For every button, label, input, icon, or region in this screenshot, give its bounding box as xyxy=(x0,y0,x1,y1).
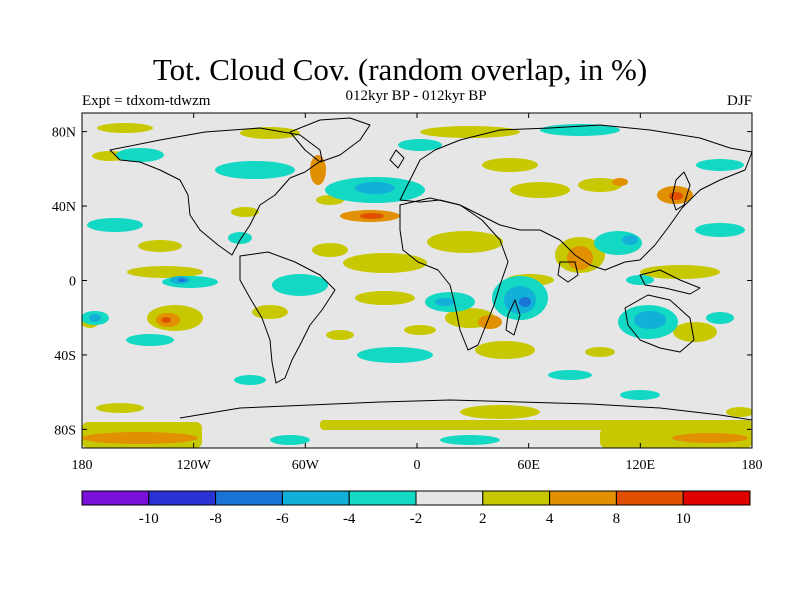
colorbar: -10 -8 -6 -4 -2 2 4 8 10 xyxy=(81,490,751,527)
colorbar-swatch xyxy=(215,490,283,506)
colorbar-swatch xyxy=(549,490,617,506)
lat-tick-label: 80N xyxy=(52,126,76,141)
colorbar-swatch xyxy=(615,490,684,506)
colorbar-label: 2 xyxy=(479,511,487,527)
lon-tick-label: 180 xyxy=(742,458,763,473)
colorbar-label: 4 xyxy=(546,511,554,527)
colorbar-label: -8 xyxy=(209,511,222,527)
plot-title: Tot. Cloud Cov. (random overlap, in %) xyxy=(152,52,648,87)
colorbar-swatch xyxy=(81,490,150,506)
colorbar-label: 8 xyxy=(613,511,621,527)
anomaly-field xyxy=(82,117,752,448)
lat-tick-label: 80S xyxy=(54,423,76,438)
lon-tick-label: 180 xyxy=(72,458,93,473)
colorbar-swatch xyxy=(415,490,484,506)
colorbar-swatch xyxy=(148,490,217,506)
lat-tick-label: 40N xyxy=(52,200,76,215)
lat-tick-label: 40S xyxy=(54,349,76,364)
plot-subtitle: 012kyr BP - 012kyr BP xyxy=(345,88,487,104)
lon-tick-label: 0 xyxy=(414,458,421,473)
lon-tick-label: 120E xyxy=(626,458,656,473)
colorbar-label: -10 xyxy=(139,511,159,527)
colorbar-swatch xyxy=(348,490,417,506)
colorbar-label: -4 xyxy=(343,511,356,527)
colorbar-swatch xyxy=(281,490,350,506)
lon-tick-label: 60E xyxy=(517,458,540,473)
experiment-label: Expt = tdxom-tdwzm xyxy=(82,93,211,109)
lon-tick-label: 120W xyxy=(177,458,212,473)
axis-ticks: 80N 40N 0 40S 80S 180 120W 60W 0 60E 120E 180 xyxy=(52,113,763,473)
colorbar-label: 10 xyxy=(676,511,691,527)
season-label: DJF xyxy=(726,93,752,109)
coastlines xyxy=(109,117,752,421)
lon-tick-label: 60W xyxy=(292,458,320,473)
colorbar-swatch xyxy=(482,490,551,506)
colorbar-swatch xyxy=(682,490,751,506)
colorbar-label: -6 xyxy=(276,511,289,527)
colorbar-label: -2 xyxy=(410,511,423,527)
lat-tick-label: 0 xyxy=(69,275,76,290)
